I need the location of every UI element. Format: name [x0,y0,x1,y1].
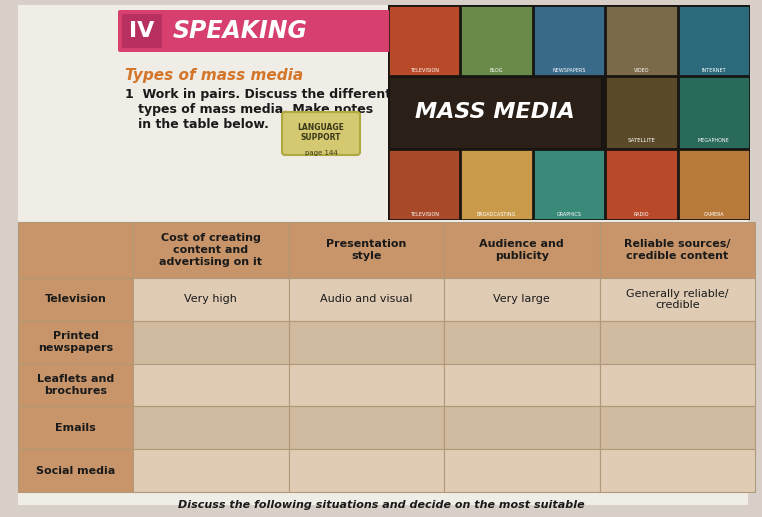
Bar [607,77,677,148]
Bar [444,363,600,406]
Bar [389,77,600,148]
Bar [600,363,755,406]
Bar [133,363,289,406]
Text: Television: Television [44,294,107,305]
Text: Audio and visual: Audio and visual [320,294,412,305]
Bar [679,6,749,75]
Bar [289,406,444,449]
Bar [534,6,604,75]
Text: GRAPHICS: GRAPHICS [556,212,581,217]
Text: Discuss the following situations and decide on the most suitable: Discuss the following situations and dec… [178,500,584,510]
Bar [444,449,600,492]
Text: Presentation
style: Presentation style [326,239,406,261]
Text: INTERNET: INTERNET [702,68,726,73]
Bar [462,6,532,75]
Text: CAMERA: CAMERA [703,212,724,217]
FancyBboxPatch shape [282,112,360,155]
Text: Printed
newspapers: Printed newspapers [38,331,113,353]
Text: BROADCASTING: BROADCASTING [477,212,517,217]
Bar [600,406,755,449]
Text: BLOG: BLOG [490,68,504,73]
Polygon shape [390,12,408,50]
Bar [18,449,133,492]
Bar [18,363,133,406]
Bar [133,278,289,321]
FancyBboxPatch shape [122,14,162,48]
Text: types of mass media. Make notes: types of mass media. Make notes [125,103,373,116]
Text: 1  Work in pairs. Discuss the different: 1 Work in pairs. Discuss the different [125,88,391,101]
Bar [18,321,133,363]
Bar [600,449,755,492]
Text: MEGAPHONE: MEGAPHONE [698,138,730,143]
Text: LANGUAGE
SUPPORT: LANGUAGE SUPPORT [298,123,344,142]
Bar [133,406,289,449]
Text: SPEAKING: SPEAKING [173,19,308,43]
Bar [133,449,289,492]
Text: Social media: Social media [36,466,115,476]
Text: Audience and
publicity: Audience and publicity [479,239,564,261]
Bar [679,77,749,148]
Bar [289,449,444,492]
Text: VIDEO: VIDEO [634,68,649,73]
Bar [389,6,459,75]
Bar [133,222,289,278]
Bar [600,278,755,321]
Bar [18,278,133,321]
Text: Very high: Very high [184,294,237,305]
Bar [289,222,444,278]
Bar [133,321,289,363]
Bar [18,406,133,449]
Text: SATELLITE: SATELLITE [627,138,655,143]
Text: TELEVISION: TELEVISION [410,68,439,73]
Text: RADIO: RADIO [634,212,649,217]
Bar [289,321,444,363]
Bar [444,406,600,449]
Text: Very large: Very large [493,294,550,305]
Bar [388,5,750,220]
Text: Types of mass media: Types of mass media [125,68,303,83]
Text: TELEVISION: TELEVISION [410,212,439,217]
Text: page 144: page 144 [305,150,338,156]
Bar [444,222,600,278]
Text: NEWSPAPERS: NEWSPAPERS [552,68,586,73]
Bar [534,150,604,219]
Text: Reliable sources/
credible content: Reliable sources/ credible content [624,239,731,261]
Bar [444,278,600,321]
Bar [607,6,677,75]
Bar [600,222,755,278]
Bar [389,150,459,219]
Text: Cost of creating
content and
advertising on it: Cost of creating content and advertising… [159,233,262,267]
Bar [462,150,532,219]
Bar [289,278,444,321]
Text: Emails: Emails [55,423,96,433]
FancyBboxPatch shape [118,10,392,52]
Text: IV: IV [130,21,155,41]
Bar [600,321,755,363]
Text: in the table below.: in the table below. [125,118,269,131]
Text: MASS MEDIA: MASS MEDIA [415,102,575,123]
Bar [607,150,677,219]
Bar [18,222,133,278]
Bar [444,321,600,363]
Text: Generally reliable/
credible: Generally reliable/ credible [626,288,728,310]
Text: Leaflets and
brochures: Leaflets and brochures [37,374,114,396]
Bar [289,363,444,406]
Bar [679,150,749,219]
